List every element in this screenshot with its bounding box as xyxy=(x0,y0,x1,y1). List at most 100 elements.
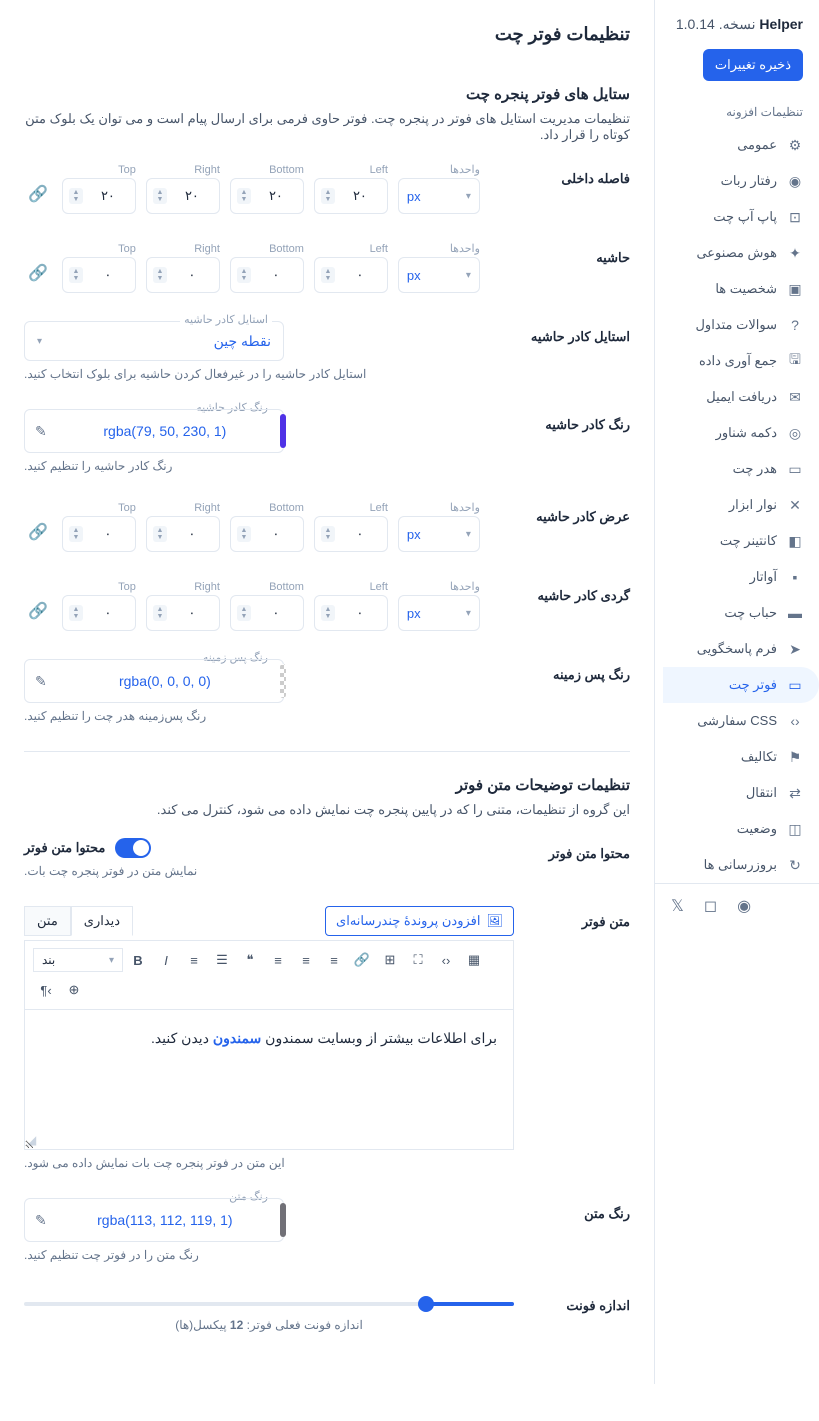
margin-right-input[interactable]: ▲▼ ۰ xyxy=(146,257,220,293)
twitter-icon[interactable]: 𝕏 xyxy=(671,896,684,916)
step-up-icon[interactable]: ▲ xyxy=(70,527,82,534)
step-down-icon[interactable]: ▼ xyxy=(154,613,166,620)
step-down-icon[interactable]: ▼ xyxy=(154,275,166,282)
step-down-icon[interactable]: ▼ xyxy=(70,275,82,282)
align-center-button[interactable]: ≡ xyxy=(293,947,319,973)
link-icon[interactable]: 🔗 xyxy=(24,601,52,631)
sidebar-item-2[interactable]: ⊡پاپ آپ چت xyxy=(655,199,819,235)
step-down-icon[interactable]: ▼ xyxy=(322,534,334,541)
resize-handle-icon[interactable]: ◢ xyxy=(27,1133,36,1147)
eyedropper-icon[interactable]: ✎ xyxy=(35,673,47,690)
sidebar-item-1[interactable]: ◉رفتار ربات xyxy=(655,163,819,199)
margin-top-input[interactable]: ▲▼ ۰ xyxy=(62,257,136,293)
border_width-unit-select[interactable]: px▾ xyxy=(398,516,480,552)
padding-right-input[interactable]: ▲▼ ۲۰ xyxy=(146,178,220,214)
sidebar-item-7[interactable]: ✉دریافت ایمیل xyxy=(655,379,819,415)
more-button[interactable]: ⊞ xyxy=(377,947,403,973)
border_radius-unit-select[interactable]: px▾ xyxy=(398,595,480,631)
sidebar-item-16[interactable]: ‹›CSS سفارشی xyxy=(655,703,819,739)
code-button[interactable]: ‹› xyxy=(433,947,459,973)
footer-content-toggle[interactable] xyxy=(115,838,151,858)
step-down-icon[interactable]: ▼ xyxy=(322,613,334,620)
editor-link[interactable]: سمندون xyxy=(213,1030,261,1046)
border-color-input[interactable]: ✎ rgba(79, 50, 230, 1) xyxy=(24,409,284,453)
step-up-icon[interactable]: ▲ xyxy=(238,606,250,613)
step-down-icon[interactable]: ▼ xyxy=(238,534,250,541)
link-icon[interactable]: 🔗 xyxy=(24,522,52,552)
eyedropper-icon[interactable]: ✎ xyxy=(35,1212,47,1229)
border_width-bottom-input[interactable]: ▲▼ ۰ xyxy=(230,516,304,552)
step-up-icon[interactable]: ▲ xyxy=(154,268,166,275)
font-size-slider[interactable] xyxy=(24,1302,514,1306)
sidebar-item-19[interactable]: ◫وضعیت xyxy=(655,811,819,847)
link-icon[interactable]: 🔗 xyxy=(24,263,52,293)
link-icon[interactable]: 🔗 xyxy=(24,184,52,214)
editor-content[interactable]: برای اطلاعات بیشتر از وبسایت سمندون سمند… xyxy=(24,1010,514,1150)
tab-text[interactable]: متن xyxy=(24,906,71,936)
paragraph-select[interactable]: بند▾ xyxy=(33,948,123,972)
sidebar-item-17[interactable]: ⚑تکالیف xyxy=(655,739,819,775)
bold-button[interactable]: B xyxy=(125,947,151,973)
sidebar-item-20[interactable]: ↻بروزرسانی ها xyxy=(655,847,819,883)
padding-bottom-input[interactable]: ▲▼ ۲۰ xyxy=(230,178,304,214)
step-down-icon[interactable]: ▼ xyxy=(238,196,250,203)
border_radius-left-input[interactable]: ▲▼ ۰ xyxy=(314,595,388,631)
align-left-button[interactable]: ≡ xyxy=(321,947,347,973)
step-up-icon[interactable]: ▲ xyxy=(322,606,334,613)
step-down-icon[interactable]: ▼ xyxy=(154,534,166,541)
border_width-left-input[interactable]: ▲▼ ۰ xyxy=(314,516,388,552)
step-up-icon[interactable]: ▲ xyxy=(322,189,334,196)
step-up-icon[interactable]: ▲ xyxy=(322,527,334,534)
add-media-button[interactable]: 🖼 افزودن پروندهٔ چندرسانه‌ای xyxy=(325,906,514,936)
margin-unit-select[interactable]: px▾ xyxy=(398,257,480,293)
step-down-icon[interactable]: ▼ xyxy=(70,534,82,541)
margin-left-input[interactable]: ▲▼ ۰ xyxy=(314,257,388,293)
quote-button[interactable]: ❝ xyxy=(237,947,263,973)
margin-bottom-input[interactable]: ▲▼ ۰ xyxy=(230,257,304,293)
step-down-icon[interactable]: ▼ xyxy=(238,275,250,282)
fullscreen-button[interactable]: ⛶ xyxy=(405,947,431,973)
sidebar-item-18[interactable]: ⇄انتقال xyxy=(655,775,819,811)
step-down-icon[interactable]: ▼ xyxy=(70,613,82,620)
sidebar-item-6[interactable]: 🖫جمع آوری داده xyxy=(655,343,819,379)
step-down-icon[interactable]: ▼ xyxy=(322,275,334,282)
sidebar-item-5[interactable]: ?سوالات متداول xyxy=(655,307,819,343)
step-down-icon[interactable]: ▼ xyxy=(322,196,334,203)
sidebar-item-0[interactable]: ⚙عمومی xyxy=(655,127,819,163)
tab-visual[interactable]: دیداری xyxy=(71,906,133,936)
border_radius-top-input[interactable]: ▲▼ ۰ xyxy=(62,595,136,631)
sidebar-item-8[interactable]: ◎دکمه شناور xyxy=(655,415,819,451)
step-up-icon[interactable]: ▲ xyxy=(154,606,166,613)
step-down-icon[interactable]: ▼ xyxy=(238,613,250,620)
italic-button[interactable]: I xyxy=(153,947,179,973)
number-list-button[interactable]: ☰ xyxy=(209,947,235,973)
sidebar-item-3[interactable]: ✦هوش مصنوعی xyxy=(655,235,819,271)
sidebar-item-11[interactable]: ◧کانتینر چت xyxy=(655,523,819,559)
step-up-icon[interactable]: ▲ xyxy=(238,268,250,275)
bullet-list-button[interactable]: ≡ xyxy=(181,947,207,973)
instagram-icon[interactable]: ◻ xyxy=(704,896,717,916)
sidebar-item-15[interactable]: ▭فوتر چت xyxy=(663,667,819,703)
padding-left-input[interactable]: ▲▼ ۲۰ xyxy=(314,178,388,214)
sidebar-item-9[interactable]: ▭هدر چت xyxy=(655,451,819,487)
step-down-icon[interactable]: ▼ xyxy=(154,196,166,203)
save-button[interactable]: ذخیره تغییرات xyxy=(703,49,803,81)
sidebar-item-12[interactable]: ▪آواتار xyxy=(655,559,819,595)
eyedropper-icon[interactable]: ✎ xyxy=(35,423,47,440)
step-up-icon[interactable]: ▲ xyxy=(154,527,166,534)
step-up-icon[interactable]: ▲ xyxy=(154,189,166,196)
step-up-icon[interactable]: ▲ xyxy=(238,527,250,534)
border_radius-bottom-input[interactable]: ▲▼ ۰ xyxy=(230,595,304,631)
step-up-icon[interactable]: ▲ xyxy=(70,268,82,275)
sidebar-item-10[interactable]: ✕نوار ابزار xyxy=(655,487,819,523)
sidebar-item-4[interactable]: ▣شخصیت ها xyxy=(655,271,819,307)
border-style-select[interactable]: نقطه چین ▾ xyxy=(24,321,284,361)
sidebar-item-14[interactable]: ➤فرم پاسخگویی xyxy=(655,631,819,667)
padding-top-input[interactable]: ▲▼ ۲۰ xyxy=(62,178,136,214)
step-down-icon[interactable]: ▼ xyxy=(70,196,82,203)
paragraph-dir-button[interactable]: ¶‹ xyxy=(33,977,59,1003)
bg-color-input[interactable]: ✎ rgba(0, 0, 0, 0) xyxy=(24,659,284,703)
border_radius-right-input[interactable]: ▲▼ ۰ xyxy=(146,595,220,631)
padding-unit-select[interactable]: px▾ xyxy=(398,178,480,214)
toolbar-expand-button[interactable]: ⊕ xyxy=(61,977,87,1003)
